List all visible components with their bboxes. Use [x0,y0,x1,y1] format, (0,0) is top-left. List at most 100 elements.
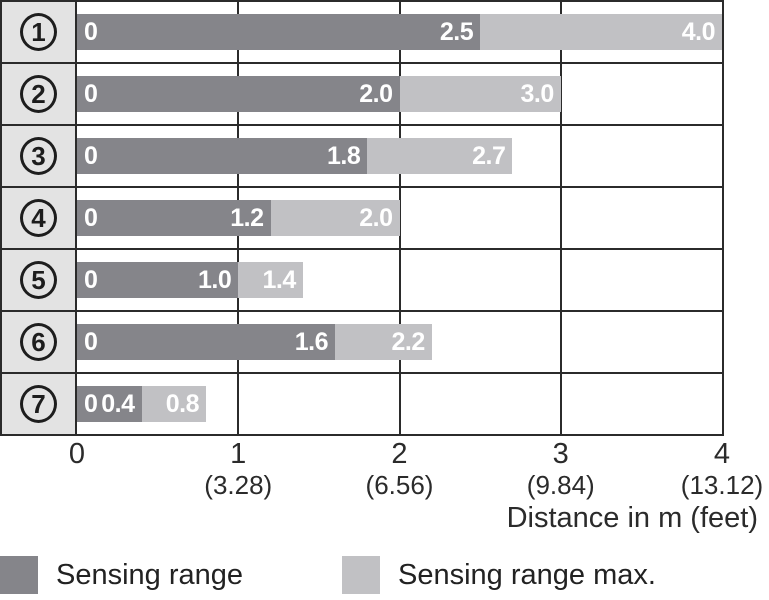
bar: 0 1.6 2.2 [77,324,722,360]
circled-number-badge: 3 [20,137,57,175]
table-row: 5 0 1.0 1.4 [2,250,722,312]
bar-max-value: 0.8 [165,389,200,418]
tick-meters: 2 [391,438,408,470]
gridline [559,64,562,124]
row-number: 4 [31,202,46,233]
bar-sensing-value: 1.0 [197,265,232,294]
gridline [559,250,562,310]
row-plot-area: 0 1.8 2.7 [77,126,722,186]
gridline [237,374,240,434]
sensing-range-bar: 0 2.0 [77,76,400,112]
circled-number-badge: 1 [20,13,57,51]
table-row: 2 0 2.0 3.0 [2,64,722,126]
bar-max-value: 2.0 [359,203,393,232]
row-header: 2 [2,64,77,124]
row-number: 1 [31,16,46,47]
axis-tick: 1 (3.28) [204,438,272,500]
axis-tick: 2 (6.56) [366,438,434,500]
gridline [559,374,562,434]
row-number: 7 [31,388,46,419]
row-plot-area: 0 1.0 1.4 [77,250,722,310]
bar-max-value: 3.0 [520,79,554,108]
bar-sensing-value: 1.6 [294,327,329,356]
bar-max-value: 2.2 [391,327,425,356]
tick-feet: (13.12) [680,470,764,500]
legend-swatch [0,556,38,594]
row-number: 6 [31,326,46,357]
circled-number-badge: 2 [20,75,57,113]
gridline [398,250,401,310]
legend-label: Sensing range [56,558,244,591]
bar-max-value: 1.4 [262,265,296,294]
sensing-range-bar: 0 2.5 [77,14,481,50]
sensing-range-max-bar: 2.2 [335,324,432,360]
bar-max-value: 4.0 [681,17,716,46]
bar-sensing-value: 0.4 [101,389,135,418]
row-header: 4 [2,188,77,248]
row-header: 5 [2,250,77,310]
gridline [398,188,401,248]
x-axis-title: Distance in m (feet) [506,502,758,534]
bar: 0 1.0 1.4 [77,262,722,298]
sensing-range-bar: 0 1.8 [77,138,368,174]
tick-feet: (3.28) [204,470,273,500]
row-header: 6 [2,312,77,372]
circled-number-badge: 4 [20,199,57,237]
row-plot-area: 0 0.4 0.8 [77,374,722,434]
sensing-range-bar: 0 1.6 [77,324,335,360]
x-axis: Distance in m (feet) 0 1 (3.28) 2 (6.56)… [0,438,769,538]
bar: 0 1.2 2.0 [77,200,722,236]
axis-tick: 4 (13.12) [681,438,763,500]
axis-tick: 0 [69,438,85,470]
bar-sensing-value: 2.0 [359,79,393,108]
row-header: 1 [2,2,77,62]
bar-zero-label: 0 [84,265,98,294]
sensing-range-max-bar: 2.0 [270,200,400,236]
circled-number-badge: 6 [20,323,57,361]
table-row: 4 0 1.2 2.0 [2,188,722,250]
bar-zero-label: 0 [84,79,98,108]
bar-sensing-value: 1.8 [326,141,361,170]
bar-zero-label: 0 [84,389,98,418]
sensing-range-bar: 0 0.4 [77,386,142,422]
bar-zero-label: 0 [84,17,98,46]
table-row: 3 0 1.8 2.7 [2,126,722,188]
gridline [559,312,562,372]
bar-sensing-value: 1.2 [230,203,264,232]
tick-meters: 1 [230,438,247,470]
tick-feet: (9.84) [526,470,595,500]
bar: 0 2.0 3.0 [77,76,722,112]
tick-meters: 4 [713,438,731,470]
tick-feet: (6.56) [365,470,434,500]
sensing-range-bar: 0 1.0 [77,262,239,298]
row-plot-area: 0 1.6 2.2 [77,312,722,372]
legend: Sensing range Sensing range max. [0,556,769,598]
row-plot-area: 0 2.5 4.0 [77,2,722,62]
row-number: 2 [31,78,46,109]
gridline [398,374,401,434]
legend-item: Sensing range [0,556,243,594]
bar: 0 0.4 0.8 [77,386,722,422]
bar-zero-label: 0 [84,203,98,232]
row-header: 7 [2,374,77,434]
row-plot-area: 0 1.2 2.0 [77,188,722,248]
row-number: 5 [31,264,46,295]
circled-number-badge: 5 [20,261,57,299]
sensing-range-max-bar: 1.4 [238,262,303,298]
sensing-range-max-bar: 0.8 [141,386,206,422]
bar: 0 1.8 2.7 [77,138,722,174]
bar-sensing-value: 2.5 [439,17,474,46]
sensing-range-table: 1 0 2.5 4.0 2 [0,0,724,436]
row-plot-area: 0 2.0 3.0 [77,64,722,124]
row-header: 3 [2,126,77,186]
legend-swatch [342,556,380,594]
legend-item: Sensing range max. [342,556,656,594]
axis-tick: 3 (9.84) [527,438,595,500]
circled-number-badge: 7 [20,385,57,423]
bar-max-value: 2.7 [472,141,506,170]
sensing-range-max-bar: 3.0 [399,76,561,112]
row-number: 3 [31,140,46,171]
legend-label: Sensing range max. [398,558,656,591]
sensing-range-max-bar: 2.7 [367,138,513,174]
